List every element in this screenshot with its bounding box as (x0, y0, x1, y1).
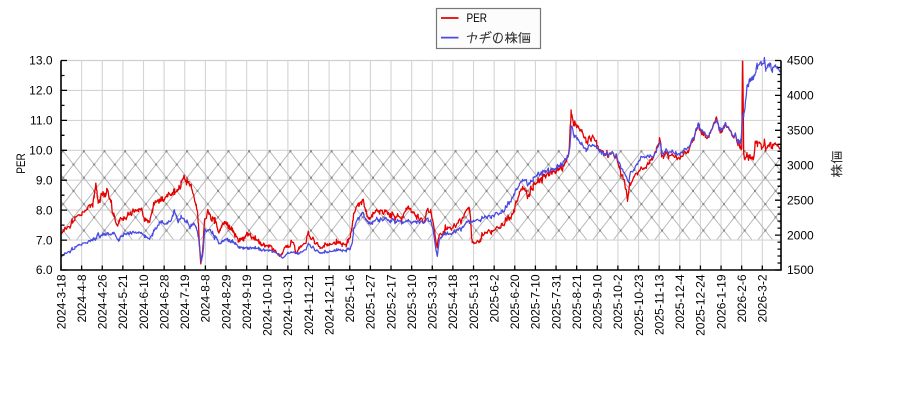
svg-text:2026-3-2: 2026-3-2 (756, 274, 770, 322)
svg-text:2025-9-10: 2025-9-10 (591, 274, 605, 329)
svg-text:13.0: 13.0 (29, 54, 53, 68)
svg-text:2025-10-2: 2025-10-2 (611, 274, 625, 329)
svg-text:2024-3-18: 2024-3-18 (54, 274, 68, 329)
svg-text:2025-6-20: 2025-6-20 (508, 274, 522, 329)
svg-text:2024-7-19: 2024-7-19 (178, 274, 192, 329)
svg-text:PER: PER (467, 11, 488, 25)
svg-text:1500: 1500 (787, 263, 814, 277)
svg-text:2024-8-8: 2024-8-8 (199, 274, 213, 322)
svg-text:2024-5-21: 2024-5-21 (116, 274, 130, 329)
svg-text:2024-9-19: 2024-9-19 (240, 274, 254, 329)
svg-text:12.0: 12.0 (29, 84, 53, 98)
svg-text:2024-6-10: 2024-6-10 (137, 274, 151, 329)
svg-text:7.0: 7.0 (36, 233, 53, 247)
svg-text:8.0: 8.0 (36, 203, 53, 217)
svg-text:2025-7-10: 2025-7-10 (529, 274, 543, 329)
svg-text:2025-11-13: 2025-11-13 (652, 274, 666, 335)
svg-text:2025-5-13: 2025-5-13 (467, 274, 481, 329)
svg-text:2025-10-23: 2025-10-23 (632, 274, 646, 336)
svg-text:11.0: 11.0 (30, 114, 53, 128)
svg-text:9.0: 9.0 (36, 173, 53, 187)
svg-text:10.0: 10.0 (29, 144, 53, 158)
svg-text:2024-10-10: 2024-10-10 (261, 274, 275, 336)
svg-text:2500: 2500 (787, 193, 814, 207)
svg-text:2024-6-28: 2024-6-28 (157, 274, 171, 329)
svg-text:2025-8-21: 2025-8-21 (570, 274, 584, 329)
svg-text:2026-1-19: 2026-1-19 (714, 274, 728, 329)
svg-text:4000: 4000 (787, 89, 814, 103)
svg-text:2024-10-31: 2024-10-31 (281, 274, 295, 336)
svg-text:2025-7-31: 2025-7-31 (549, 274, 563, 329)
svg-text:PER: PER (14, 153, 28, 174)
svg-text:2025-4-18: 2025-4-18 (446, 274, 460, 329)
svg-text:4500: 4500 (787, 54, 814, 68)
svg-text:2025-3-31: 2025-3-31 (426, 274, 440, 329)
svg-text:3500: 3500 (787, 124, 814, 138)
svg-text:2024-8-29: 2024-8-29 (219, 274, 233, 329)
svg-text:2024-12-11: 2024-12-11 (322, 274, 336, 335)
svg-text:3000: 3000 (787, 158, 814, 172)
svg-text:2000: 2000 (787, 228, 814, 242)
svg-text:6.0: 6.0 (36, 263, 53, 277)
svg-text:2024-4-8: 2024-4-8 (75, 274, 89, 322)
svg-text:2025-2-17: 2025-2-17 (384, 274, 398, 329)
svg-text:2025-12-4: 2025-12-4 (673, 274, 687, 329)
svg-text:2024-11-21: 2024-11-21 (302, 274, 316, 335)
svg-text:2025-1-6: 2025-1-6 (343, 274, 357, 322)
svg-text:2025-12-24: 2025-12-24 (694, 274, 708, 336)
svg-text:2024-4-26: 2024-4-26 (96, 274, 110, 329)
svg-text:2026-2-6: 2026-2-6 (735, 274, 749, 322)
svg-text:2025-6-2: 2025-6-2 (487, 274, 501, 322)
svg-text:2025-1-27: 2025-1-27 (364, 274, 378, 329)
svg-text:2025-3-10: 2025-3-10 (405, 274, 419, 329)
